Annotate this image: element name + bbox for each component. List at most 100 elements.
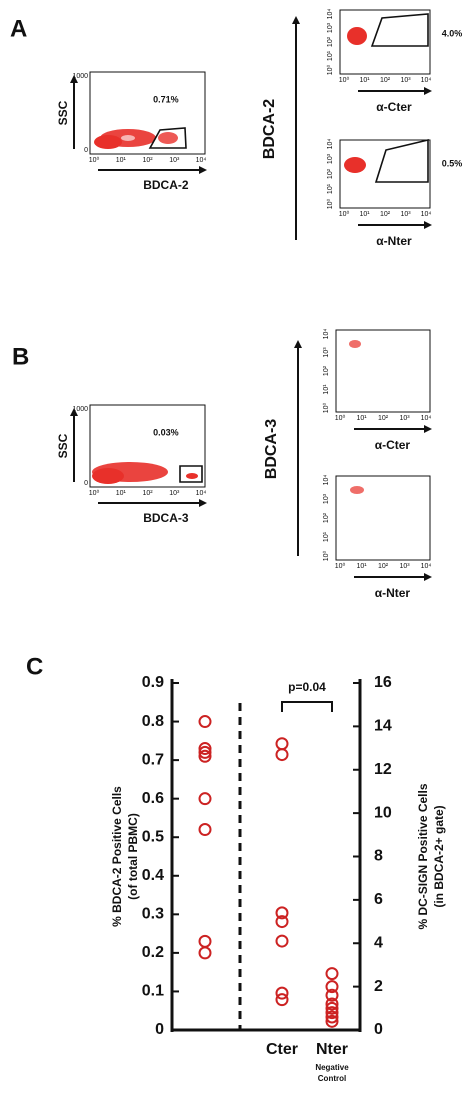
- x-tick-label: 10⁰: [89, 156, 100, 164]
- x-tick-label: Cter: [266, 1041, 298, 1058]
- x-tick-label: 10⁰: [89, 489, 100, 497]
- x-tick-label: 10³: [400, 77, 411, 84]
- x-tick-label: 10¹: [359, 211, 370, 218]
- y-tick-label: 10⁴: [327, 139, 334, 150]
- y-tick-label: 10⁰: [326, 199, 334, 210]
- y2-tick-label: 16: [374, 674, 392, 691]
- x-tick-label: 10⁴: [421, 211, 432, 218]
- y2-tick-label: 2: [374, 978, 383, 995]
- data-point: [275, 934, 289, 948]
- x-tick-label: 10⁰: [339, 210, 350, 218]
- panel-letter: A: [10, 15, 27, 42]
- y2-tick-label: 10: [374, 804, 392, 821]
- y2-tick-label: 14: [374, 718, 392, 735]
- y-tick-label: 0.1: [142, 983, 164, 1000]
- y2-tick-label: 6: [374, 891, 383, 908]
- y-tick-label: 0.6: [142, 790, 164, 807]
- data-point: [198, 742, 212, 756]
- y-tick-label: 10⁴: [327, 9, 334, 20]
- significance-bracket: [281, 701, 333, 712]
- x-tick-label: 10⁴: [421, 415, 432, 422]
- data-point: [275, 986, 289, 1000]
- y-tick-label: 1000: [72, 406, 88, 413]
- plot-frame: [339, 9, 431, 75]
- x-tick-label: 10²: [378, 415, 389, 422]
- y-tick-label: 0.2: [142, 944, 164, 961]
- x-tick-label: 10⁰: [335, 414, 346, 422]
- plot-frame: [335, 329, 431, 413]
- x-tick-label: 10²: [378, 563, 389, 570]
- flow-highlight: [121, 135, 135, 141]
- gate-percent: 0.71%: [153, 94, 179, 104]
- y-tick-label: 10¹: [327, 183, 334, 194]
- y-axis-label: SSC: [56, 100, 70, 125]
- y-axis-label: (of total PBMC): [126, 813, 140, 900]
- x-axis-label: α-Nter: [375, 586, 411, 600]
- data-point: [325, 1010, 339, 1024]
- x-tick-label: 10²: [380, 77, 391, 84]
- x-axis-label: BDCA-3: [143, 511, 189, 525]
- y-tick-label: 10⁴: [323, 475, 330, 486]
- data-point: [325, 1006, 339, 1020]
- category-note: Negative Control: [315, 1063, 349, 1083]
- y-tick-label: 10⁰: [322, 551, 330, 562]
- y-tick-label: 10³: [323, 493, 330, 504]
- data-point: [198, 823, 212, 837]
- x-axis-label: α-Nter: [376, 234, 412, 248]
- x-tick-label: Nter: [316, 1041, 348, 1058]
- y2-tick-label: 0: [374, 1021, 383, 1038]
- data-point: [275, 748, 289, 762]
- panel-letter: C: [26, 653, 43, 680]
- data-point: [275, 993, 289, 1007]
- data-point: [325, 997, 339, 1011]
- y-tick-label: 0: [84, 147, 88, 154]
- y-tick-label: 0.9: [142, 674, 164, 691]
- y-axis-label: BDCA-2: [261, 99, 278, 160]
- x-tick-label: 10²: [142, 490, 153, 497]
- x-axis-label: α-Cter: [376, 100, 412, 114]
- x-tick-label: 10¹: [356, 415, 367, 422]
- gate-percent: 0.03%: [153, 427, 179, 437]
- data-point: [325, 967, 339, 981]
- y-tick-label: 10⁰: [322, 403, 330, 414]
- data-point: [325, 988, 339, 1002]
- x-axis-label: α-Cter: [375, 438, 411, 452]
- y-tick-label: 0.3: [142, 906, 164, 923]
- data-point: [325, 1001, 339, 1015]
- gate: [148, 127, 187, 149]
- x-tick-label: 10³: [399, 415, 410, 422]
- x-tick-label: 10⁰: [339, 76, 350, 84]
- y-axis-label: SSC: [56, 433, 70, 458]
- x-tick-label: 10³: [169, 490, 180, 497]
- y2-tick-label: 4: [374, 934, 383, 951]
- y-tick-label: 10³: [323, 347, 330, 358]
- y-tick-label: 0: [155, 1021, 164, 1038]
- y2-axis-label: (in BDCA-2+ gate): [432, 805, 446, 907]
- x-tick-label: 10⁴: [196, 490, 207, 497]
- x-tick-label: 10³: [399, 563, 410, 570]
- y-tick-label: 0.5: [142, 828, 164, 845]
- x-tick-label: 10⁴: [196, 157, 207, 164]
- y-tick-label: 10¹: [323, 531, 330, 542]
- y-tick-label: 10⁰: [326, 65, 334, 76]
- y-tick-label: 10⁴: [323, 329, 330, 340]
- gate-percent: 0.5%: [442, 158, 463, 168]
- y2-axis-label: % DC-SIGN Positive Cells: [416, 783, 430, 929]
- x-tick-label: 10⁴: [421, 77, 432, 84]
- gate: [370, 13, 429, 47]
- data-point: [198, 715, 212, 729]
- data-point: [198, 946, 212, 960]
- x-tick-label: 10³: [169, 157, 180, 164]
- y-tick-label: 10³: [327, 22, 334, 33]
- y2-tick-label: 12: [374, 761, 392, 778]
- y-tick-label: 10³: [327, 153, 334, 164]
- plot-frame: [89, 404, 206, 488]
- x-tick-label: 10²: [142, 157, 153, 164]
- data-point: [275, 915, 289, 929]
- x-axis-label: BDCA-2: [143, 178, 189, 192]
- y-axis-label: BDCA-3: [263, 419, 280, 480]
- flow-events: [92, 27, 367, 494]
- x-tick-label: 10¹: [116, 157, 127, 164]
- y-tick-label: 1000: [72, 73, 88, 80]
